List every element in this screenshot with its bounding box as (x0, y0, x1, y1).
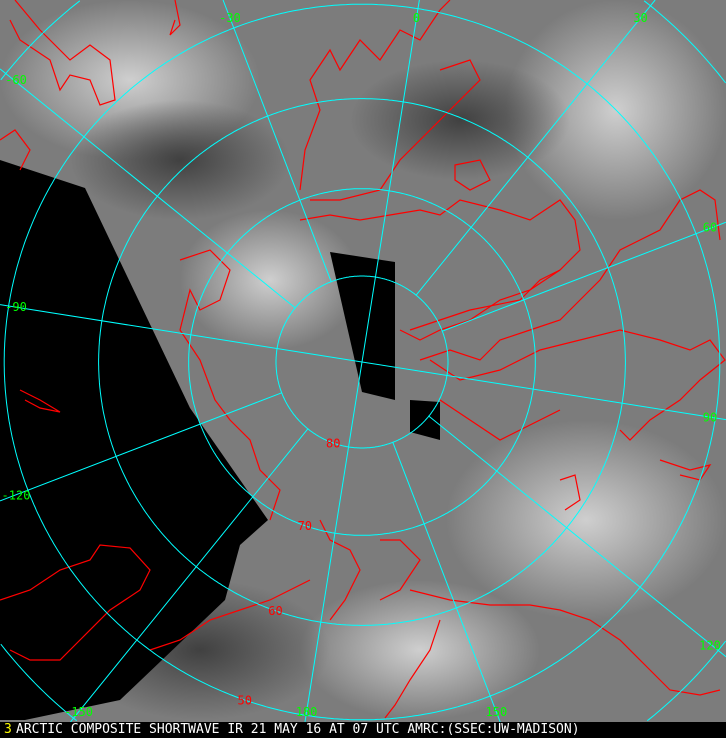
longitude-label: -150 (64, 705, 93, 719)
frame-number: 3 (4, 722, 12, 737)
longitude-label: 30 (633, 11, 647, 25)
latitude-circle-50 (3, 3, 721, 721)
longitude-label: 60 (703, 221, 717, 235)
longitude-label: 0 (413, 11, 420, 25)
longitude-line--90 (0, 304, 363, 363)
longitude-line-0 (361, 0, 420, 363)
longitude-line--60 (0, 68, 296, 309)
latitude-circle-60 (98, 98, 626, 626)
graticule (0, 0, 726, 722)
longitude-line--120 (0, 392, 282, 502)
caption-text: ARCTIC COMPOSITE SHORTWAVE IR 21 MAY 16 … (16, 722, 580, 737)
longitude-label: -90 (5, 300, 27, 314)
latitude-circle-40 (0, 0, 726, 722)
coastline-layer (0, 0, 726, 719)
longitude-line--30 (222, 0, 332, 282)
longitude-label: -30 (219, 11, 241, 25)
longitude-label: 180 (296, 705, 318, 719)
latitude-label: 50 (238, 693, 252, 707)
graticule-labels: 80 70 60 50 0 30 60 90 120 150 180 -150 -120 -90 -60 -3… (2, 11, 721, 719)
longitude-line-120 (428, 415, 726, 658)
longitude-label: 120 (699, 638, 721, 652)
longitude-line-180 (304, 361, 363, 722)
imagery-layer (0, 0, 726, 722)
latitude-label: 80 (326, 436, 340, 450)
longitude-line-150 (392, 442, 501, 722)
latitude-circle-70 (188, 188, 536, 536)
longitude-label: 90 (703, 410, 717, 424)
latitude-label: 60 (268, 604, 282, 618)
longitude-line-30 (415, 0, 656, 296)
longitude-label: 150 (486, 705, 508, 719)
longitude-line-90 (361, 361, 726, 421)
latitude-circle-80 (275, 275, 449, 449)
longitude-label: -120 (2, 489, 31, 503)
longitude-line-60 (442, 221, 726, 332)
latitude-label: 70 (298, 519, 312, 533)
longitude-label: -60 (5, 73, 27, 87)
image-caption: 3 ARCTIC COMPOSITE SHORTWAVE IR 21 MAY 1… (0, 722, 726, 738)
arctic-composite-image: 80 70 60 50 0 30 60 90 120 150 180 -150 -120 -90 -60 -3… (0, 0, 726, 722)
longitude-line--150 (70, 428, 309, 722)
no-data-region (0, 160, 268, 720)
